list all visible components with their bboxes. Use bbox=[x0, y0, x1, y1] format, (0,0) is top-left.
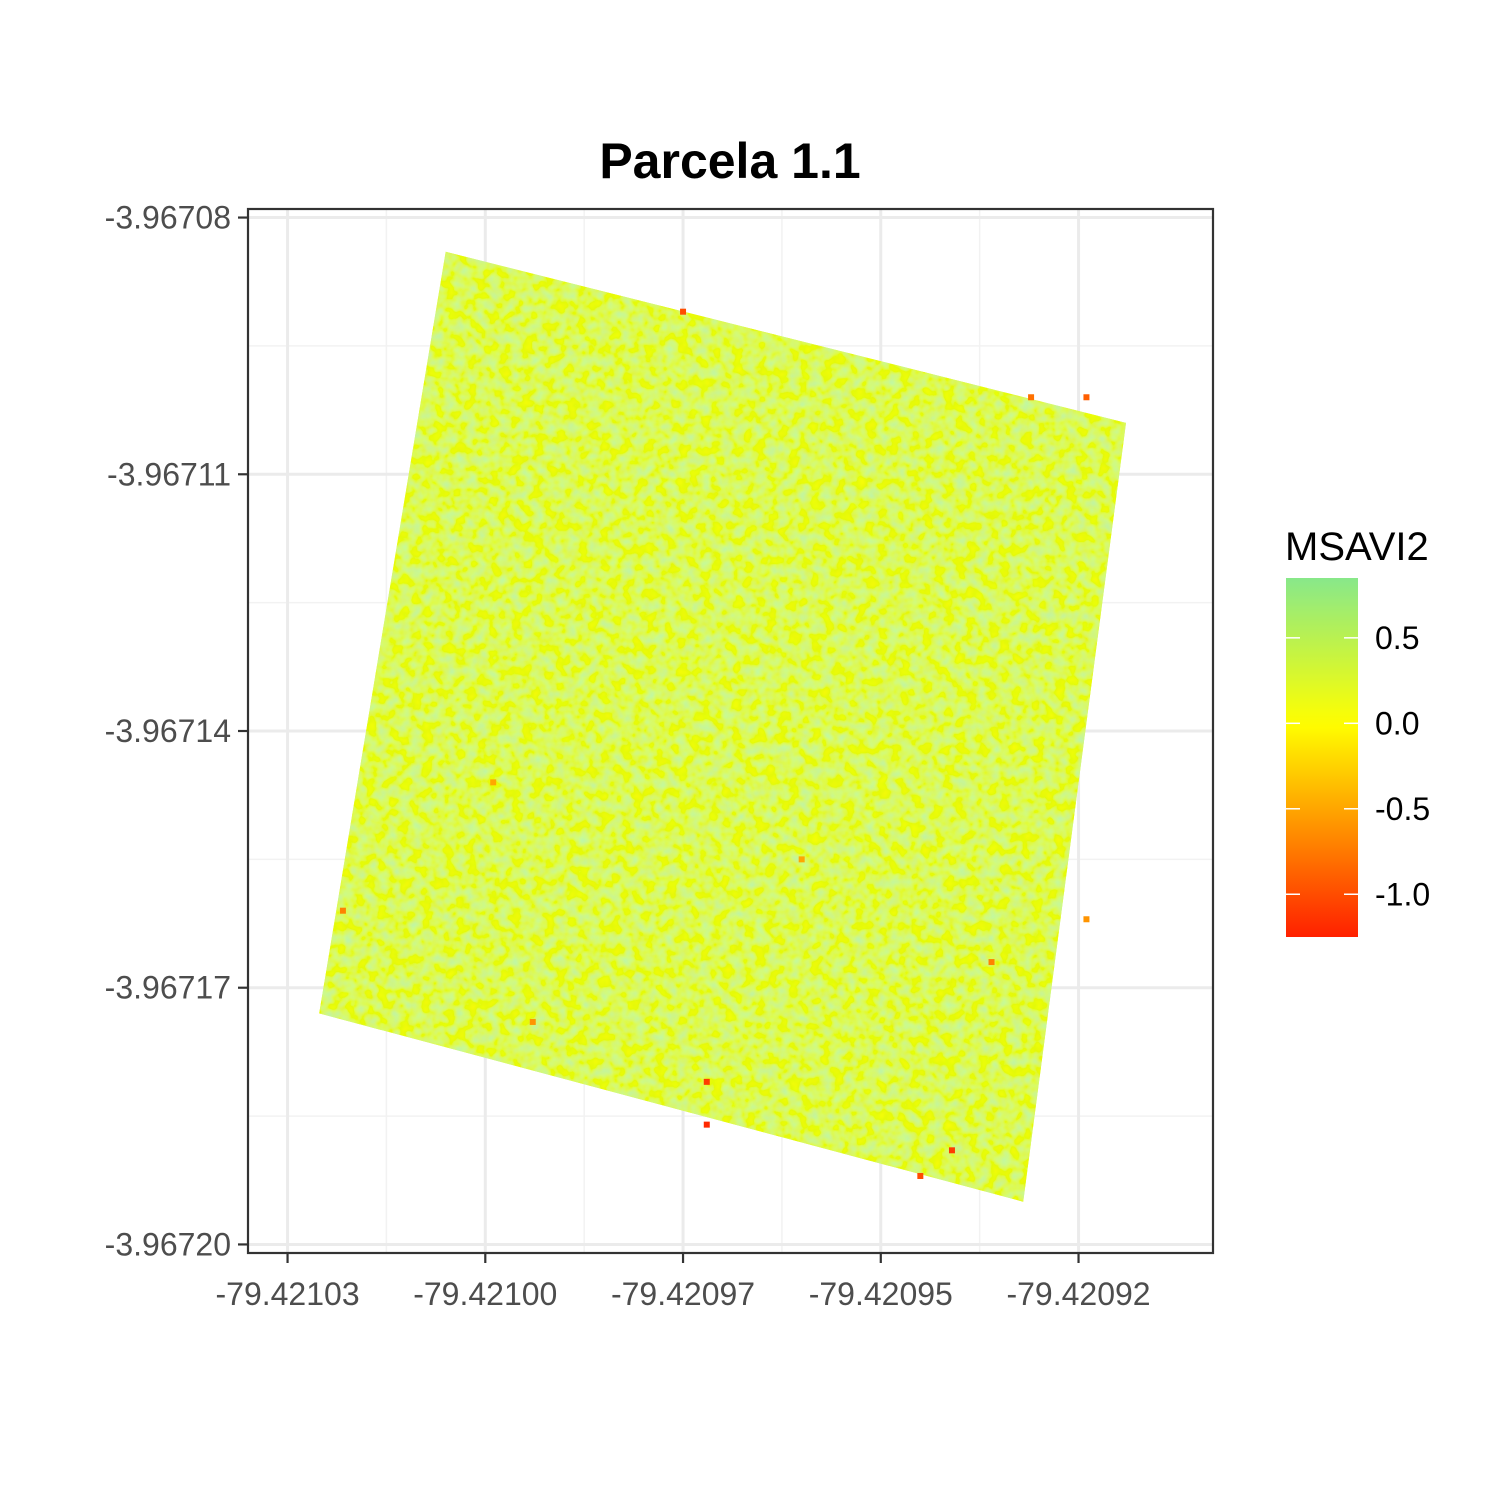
y-tick-label: -3.96717 bbox=[105, 970, 231, 1006]
chart-title: Parcela 1.1 bbox=[599, 133, 860, 189]
y-tick-label: -3.96714 bbox=[105, 713, 231, 749]
legend-title: MSAVI2 bbox=[1285, 525, 1429, 569]
y-tick-label: -3.96720 bbox=[105, 1226, 231, 1262]
legend-colorbar bbox=[1286, 578, 1358, 937]
x-axis: -79.42103 -79.42100 -79.42097 -79.42095 -79.… bbox=[215, 1253, 1151, 1312]
low-value-pixel bbox=[490, 779, 497, 786]
low-value-pixel bbox=[703, 1121, 710, 1128]
y-tick-label: -3.96708 bbox=[105, 200, 231, 236]
x-tick-label: -79.42100 bbox=[413, 1276, 557, 1312]
low-value-pixel bbox=[680, 308, 687, 315]
x-tick-label: -79.42092 bbox=[1006, 1276, 1150, 1312]
legend-break-label: 0.0 bbox=[1375, 705, 1419, 741]
low-value-pixel bbox=[703, 1078, 710, 1085]
raster-texture bbox=[319, 251, 1126, 1202]
x-tick-label: -79.42103 bbox=[215, 1276, 359, 1312]
low-value-pixel bbox=[1083, 916, 1090, 923]
legend: MSAVI2 0.5 0.0 -0.5 -1.0 bbox=[1285, 525, 1430, 937]
low-value-pixel bbox=[529, 1018, 536, 1025]
low-value-pixel bbox=[798, 856, 805, 863]
low-value-pixel bbox=[1028, 394, 1035, 401]
legend-break-label: -1.0 bbox=[1375, 876, 1430, 912]
low-value-pixels bbox=[339, 308, 1090, 1179]
low-value-pixel bbox=[988, 959, 995, 966]
x-tick-label: -79.42095 bbox=[809, 1276, 953, 1312]
y-axis: -3.96708 -3.96711 -3.96714 -3.96717 -3.96720 bbox=[105, 200, 248, 1262]
legend-break-label: 0.5 bbox=[1375, 620, 1419, 656]
x-tick-label: -79.42097 bbox=[611, 1276, 755, 1312]
low-value-pixel bbox=[339, 907, 346, 914]
legend-break-label: -0.5 bbox=[1375, 791, 1430, 827]
y-tick-label: -3.96711 bbox=[107, 456, 231, 492]
low-value-pixel bbox=[917, 1172, 924, 1179]
msavi2-raster bbox=[319, 251, 1126, 1202]
low-value-pixel bbox=[1083, 394, 1090, 401]
low-value-pixel bbox=[948, 1147, 955, 1154]
